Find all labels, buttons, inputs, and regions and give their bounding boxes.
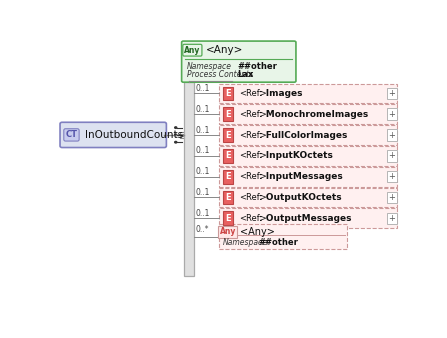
Text: <Any>: <Any> [206,45,243,55]
Text: E: E [225,110,231,119]
Text: 0..1: 0..1 [195,105,210,114]
Text: 0..1: 0..1 [195,209,210,218]
Text: CT: CT [65,130,77,139]
Text: <Ref>: <Ref> [239,172,266,181]
Text: : OutputKOctets: : OutputKOctets [258,193,341,202]
Circle shape [175,141,177,143]
FancyBboxPatch shape [60,122,166,147]
Text: <Any>: <Any> [240,226,275,237]
Text: Process Contents: Process Contents [187,70,253,79]
FancyBboxPatch shape [219,83,397,103]
Text: : FullColorImages: : FullColorImages [258,130,347,140]
FancyBboxPatch shape [184,82,194,276]
Text: : InputKOctets: : InputKOctets [258,151,333,160]
FancyBboxPatch shape [219,146,397,166]
Text: 0..*: 0..* [195,225,209,234]
Text: <Ref>: <Ref> [239,193,266,202]
Text: 0..1: 0..1 [195,84,210,93]
Text: E: E [225,130,231,140]
Text: : InputMessages: : InputMessages [258,172,342,181]
Text: 0..1: 0..1 [195,146,210,155]
Text: E: E [225,172,231,181]
Text: Any: Any [219,227,236,236]
Text: +: + [388,151,395,160]
Text: 0..1: 0..1 [195,188,210,197]
Text: <Ref>: <Ref> [239,214,266,223]
Text: +: + [388,130,395,140]
Text: <Ref>: <Ref> [239,110,266,119]
Text: E: E [225,214,231,223]
FancyBboxPatch shape [219,224,347,249]
Text: <Ref>: <Ref> [239,130,266,140]
Text: +: + [388,214,395,223]
Text: 0..1: 0..1 [195,126,210,135]
Text: +: + [388,110,395,119]
Text: Namespace: Namespace [187,62,232,71]
Text: Any: Any [184,46,201,55]
Text: ##other: ##other [237,62,277,71]
Text: 0..1: 0..1 [195,167,210,176]
Text: Lax: Lax [237,70,253,79]
Text: <Ref>: <Ref> [239,151,266,160]
Text: Namespace: Namespace [223,238,268,247]
Circle shape [175,134,177,136]
Text: +: + [388,89,395,98]
FancyBboxPatch shape [219,167,397,187]
Text: E: E [225,193,231,202]
FancyBboxPatch shape [181,41,296,82]
FancyBboxPatch shape [180,132,184,138]
Circle shape [175,127,177,128]
Text: : OutputMessages: : OutputMessages [258,214,351,223]
Text: E: E [225,89,231,98]
FancyBboxPatch shape [219,209,397,228]
FancyBboxPatch shape [219,104,397,124]
Text: +: + [388,193,395,202]
Text: : Images: : Images [258,89,302,98]
Text: InOutboundCounts: InOutboundCounts [84,130,183,140]
Text: +: + [388,172,395,181]
Text: <Ref>: <Ref> [239,89,266,98]
Text: ##other: ##other [258,238,299,247]
Text: E: E [225,151,231,160]
FancyBboxPatch shape [219,188,397,208]
Text: : MonochromeImages: : MonochromeImages [258,110,368,119]
FancyBboxPatch shape [219,125,397,145]
